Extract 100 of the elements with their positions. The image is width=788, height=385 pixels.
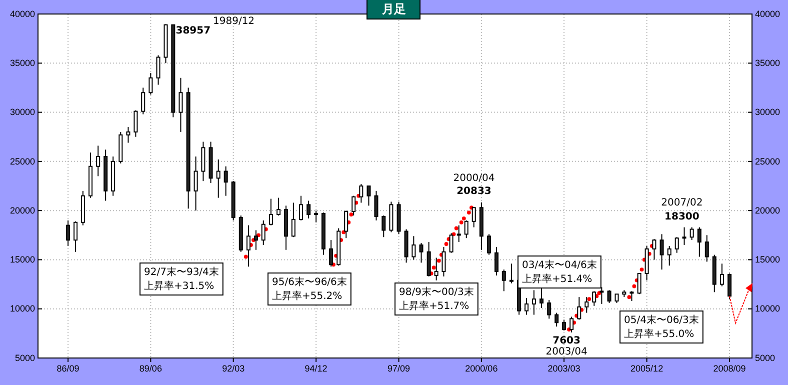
x-tick-label: 92/03 [222,363,245,374]
candlestick [547,300,552,320]
point [640,268,644,272]
candlestick [704,234,709,262]
y-tick-label: 30000 [10,107,35,118]
candlestick [487,234,492,256]
candlestick [554,312,559,328]
y2-tick-label: 30000 [755,107,780,118]
candlestick [96,145,100,177]
candlestick [562,319,566,331]
point [466,210,471,214]
candlestick [298,195,303,221]
annotation: 上昇率+55.2% [272,290,342,302]
x-tick-label: 94/12 [304,363,328,374]
x-tick-label: 2000/06 [465,363,498,374]
candlestick [674,236,679,254]
y-tick-label: 25000 [10,156,35,166]
candlestick [74,220,78,252]
annotation: 38957 [176,25,211,36]
y2-tick-label: 25000 [755,156,780,166]
candlestick [268,198,273,226]
candlestick [607,290,612,304]
candlestick [178,77,183,132]
candlestick [412,236,416,260]
y-tick-label: 5000 [14,352,35,363]
y2-tick-label: 15000 [755,254,780,265]
x-tick-label: 2005/12 [630,363,664,374]
annotation: 上昇率+51.7% [399,300,470,312]
y2-tick-label: 5000 [755,352,776,363]
candlestick [660,234,664,270]
candlestick [524,298,529,316]
candlestick [682,226,686,246]
candlestick [690,226,694,241]
candlestick [306,200,311,219]
annotation: 2003/04 [546,346,588,358]
candlestick [494,246,498,276]
y-tick-label: 20000 [10,205,35,216]
point [454,226,458,230]
annotation: 98/9末〜00/3末 [399,286,474,298]
x-tick-label: 86/09 [56,363,80,374]
annotation: 上昇率+31.5% [144,280,214,292]
annotation: 7603 [552,335,580,346]
point [444,242,448,246]
annotation: 03/4末〜04/6末 [522,259,597,271]
candlestick [382,214,386,238]
candlestick [509,263,514,284]
candlestick [419,242,424,264]
y-tick-label: 35000 [10,58,35,68]
point [587,297,592,301]
candlestick [141,87,146,115]
point [342,230,346,234]
candlestick [291,202,296,238]
annotation: 上昇率+51.4% [522,273,592,285]
x-tick-label: 2008/09 [713,363,746,374]
y-tick-label: 10000 [10,304,35,314]
point [627,295,632,300]
annotation: 95/6末〜96/6末 [272,276,347,288]
candlestick [66,220,70,246]
annotation: 2000/04 [453,173,495,184]
annotation: 20833 [456,186,492,197]
point [349,212,354,216]
annotation: 1989/12 [213,16,255,27]
candlestick [134,110,138,138]
point [462,216,466,220]
candlestick [201,141,206,182]
candlestick [374,190,378,221]
x-tick-label: 97/09 [388,363,410,374]
y2-tick-label: 35000 [755,58,780,68]
y2-tick-label: 40000 [755,8,780,19]
candlestick [502,269,506,292]
point [632,284,636,288]
annotation: 18300 [664,211,700,222]
candlestick [156,54,160,86]
candlestick [314,210,318,223]
point [432,266,436,270]
candlestick [720,263,724,287]
y-tick-label: 40000 [10,8,35,19]
annotation: 92/7末〜93/4末 [144,266,219,278]
candlestick [148,72,153,96]
candlestick [126,126,130,144]
candlestick [194,156,198,212]
candlestick [224,166,228,196]
candlestick [366,186,371,206]
candlestick [667,245,672,266]
annotation: 上昇率+55.0% [624,328,694,340]
candlestick [276,197,281,216]
point [436,258,441,263]
x-tick-label: 89/06 [139,363,162,374]
candlestick [216,158,220,198]
point [597,291,602,296]
annotation: 2007/02 [661,197,703,208]
y2-tick-label: 10000 [755,304,780,314]
y2-tick-label: 20000 [755,205,780,216]
x-tick-label: 2003/03 [548,363,580,374]
chart-title: 月足 [381,2,406,16]
point [459,220,464,224]
y-tick-label: 15000 [10,254,35,265]
point [244,254,248,259]
annotation: 05/4末〜06/3末 [624,314,699,326]
candlestick [728,272,732,300]
